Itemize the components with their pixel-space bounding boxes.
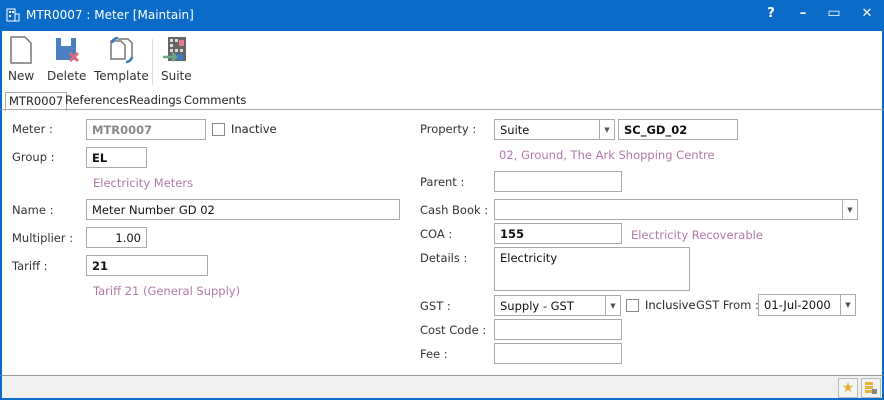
gst-from-date-field[interactable]: 01-Jul-2000	[758, 294, 841, 316]
maximize-button[interactable]: ▭	[827, 5, 841, 21]
suite-icon	[163, 37, 187, 62]
delete-save-icon	[55, 38, 79, 63]
gst-select[interactable]: Supply - GST	[494, 295, 606, 316]
meter-field[interactable]: MTR0007	[86, 119, 206, 140]
fee-label: Fee :	[420, 347, 448, 361]
template-icon	[110, 36, 134, 64]
fee-field[interactable]	[494, 343, 622, 364]
property-type-select[interactable]: Suite	[494, 119, 600, 140]
toolbar-separator	[152, 39, 153, 85]
property-code-field[interactable]: SC_GD_02	[618, 119, 738, 140]
form-panel: Meter : MTR0007 Inactive Group : EL Elec…	[0, 109, 884, 376]
gst-from-label: GST From :	[696, 298, 759, 312]
meter-label: Meter :	[12, 122, 53, 136]
name-label: Name :	[12, 203, 54, 217]
tariff-label: Tariff :	[12, 259, 48, 273]
window-title: MTR0007 : Meter [Maintain]	[26, 8, 194, 22]
coa-label: COA :	[420, 227, 453, 241]
toolbar: New Delete Template Suite	[0, 31, 884, 91]
tariff-description: Tariff 21 (General Supply)	[93, 284, 241, 298]
minimize-button[interactable]: –	[799, 6, 807, 21]
tab-readings[interactable]: Readings	[129, 93, 182, 107]
name-field[interactable]: Meter Number GD 02	[86, 199, 400, 220]
coa-field[interactable]: 155	[494, 223, 622, 244]
title-bar: MTR0007 : Meter [Maintain] ? – ▭ ✕	[0, 0, 884, 31]
delete-label: Delete	[47, 69, 87, 83]
cash-book-label: Cash Book :	[420, 203, 489, 217]
cost-code-field[interactable]	[494, 319, 622, 340]
inclusive-label: Inclusive	[645, 298, 696, 312]
suite-button[interactable]: Suite	[161, 35, 192, 83]
multiplier-label: Multiplier :	[12, 231, 74, 245]
layout-button[interactable]	[861, 378, 881, 398]
inactive-label: Inactive	[231, 122, 277, 136]
coa-description: Electricity Recoverable	[631, 228, 763, 242]
property-description: 02, Ground, The Ark Shopping Centre	[499, 148, 715, 162]
gst-from-date-picker-button[interactable]: ▼	[840, 294, 856, 316]
tariff-field[interactable]: 21	[86, 255, 208, 276]
template-button[interactable]: Template	[94, 35, 149, 83]
tab-bar: MTR0007 References Readings Comments	[0, 91, 884, 111]
new-button[interactable]: New	[8, 35, 34, 83]
details-label: Details :	[420, 251, 468, 265]
close-button[interactable]: ✕	[861, 6, 873, 21]
group-label: Group :	[12, 150, 55, 164]
layout-icon	[865, 382, 877, 394]
multiplier-field[interactable]: 1.00	[86, 227, 147, 248]
building-icon	[6, 8, 20, 22]
details-textarea[interactable]: Electricity	[494, 247, 690, 291]
cash-book-dropdown-button[interactable]: ▼	[842, 199, 858, 220]
help-button[interactable]: ?	[767, 6, 775, 21]
tab-comments[interactable]: Comments	[184, 93, 247, 107]
tab-meter[interactable]: MTR0007	[5, 92, 68, 111]
delete-button[interactable]: Delete	[47, 35, 86, 83]
star-icon: ★	[841, 380, 855, 396]
template-label: Template	[94, 69, 149, 83]
cost-code-label: Cost Code :	[420, 323, 487, 337]
tab-references[interactable]: References	[65, 93, 129, 107]
gst-label: GST :	[420, 299, 451, 313]
gst-dropdown-button[interactable]: ▼	[605, 295, 621, 316]
parent-label: Parent :	[420, 175, 465, 189]
property-type-dropdown-button[interactable]: ▼	[599, 119, 615, 140]
suite-label: Suite	[161, 69, 192, 83]
new-document-icon	[10, 36, 32, 64]
new-label: New	[8, 69, 35, 83]
group-description: Electricity Meters	[93, 176, 194, 190]
parent-field[interactable]	[494, 171, 622, 192]
inactive-checkbox[interactable]	[212, 123, 225, 136]
inclusive-checkbox[interactable]	[626, 299, 639, 312]
property-label: Property :	[420, 122, 477, 136]
favourite-button[interactable]: ★	[838, 378, 858, 398]
group-field[interactable]: EL	[86, 147, 147, 168]
cash-book-select[interactable]	[494, 199, 844, 220]
status-bar: ★	[0, 376, 884, 400]
